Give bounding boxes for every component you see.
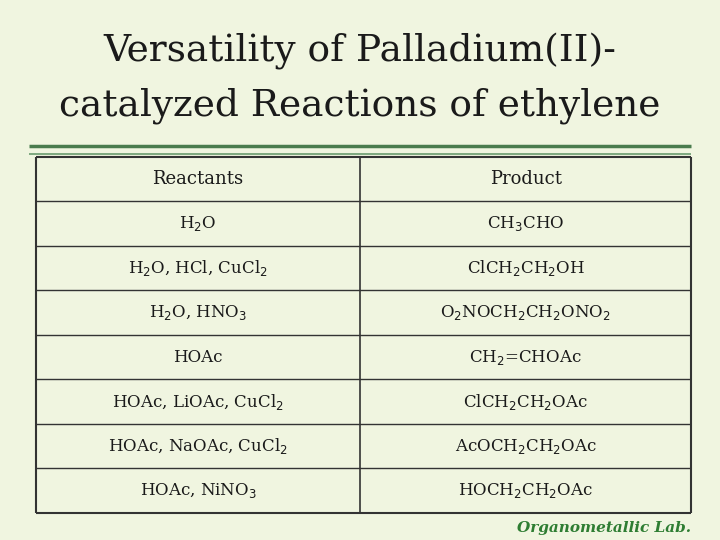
Text: HOAc: HOAc xyxy=(174,349,222,366)
Text: HOAc, LiOAc, CuCl$_2$: HOAc, LiOAc, CuCl$_2$ xyxy=(112,392,284,411)
Text: ClCH$_2$CH$_2$OAc: ClCH$_2$CH$_2$OAc xyxy=(463,392,588,411)
Text: O$_2$NOCH$_2$CH$_2$ONO$_2$: O$_2$NOCH$_2$CH$_2$ONO$_2$ xyxy=(440,303,611,322)
Text: catalyzed Reactions of ethylene: catalyzed Reactions of ethylene xyxy=(59,87,661,124)
Text: CH$_3$CHO: CH$_3$CHO xyxy=(487,214,564,233)
Text: H$_2$O, HNO$_3$: H$_2$O, HNO$_3$ xyxy=(149,303,247,322)
Text: H$_2$O, HCl, CuCl$_2$: H$_2$O, HCl, CuCl$_2$ xyxy=(128,258,268,278)
Text: Versatility of Palladium(II)-: Versatility of Palladium(II)- xyxy=(104,33,616,70)
Text: Reactants: Reactants xyxy=(153,170,243,188)
Text: ClCH$_2$CH$_2$OH: ClCH$_2$CH$_2$OH xyxy=(467,258,585,278)
Text: H$_2$O: H$_2$O xyxy=(179,214,217,233)
Text: HOAc, NaOAc, CuCl$_2$: HOAc, NaOAc, CuCl$_2$ xyxy=(108,436,288,456)
Text: CH$_2$=CHOAc: CH$_2$=CHOAc xyxy=(469,348,582,367)
Text: Product: Product xyxy=(490,170,562,188)
Text: HOAc, NiNO$_3$: HOAc, NiNO$_3$ xyxy=(140,481,256,500)
Text: Organometallic Lab.: Organometallic Lab. xyxy=(517,521,691,535)
Text: HOCH$_2$CH$_2$OAc: HOCH$_2$CH$_2$OAc xyxy=(458,481,593,500)
Text: AcOCH$_2$CH$_2$OAc: AcOCH$_2$CH$_2$OAc xyxy=(454,437,597,456)
